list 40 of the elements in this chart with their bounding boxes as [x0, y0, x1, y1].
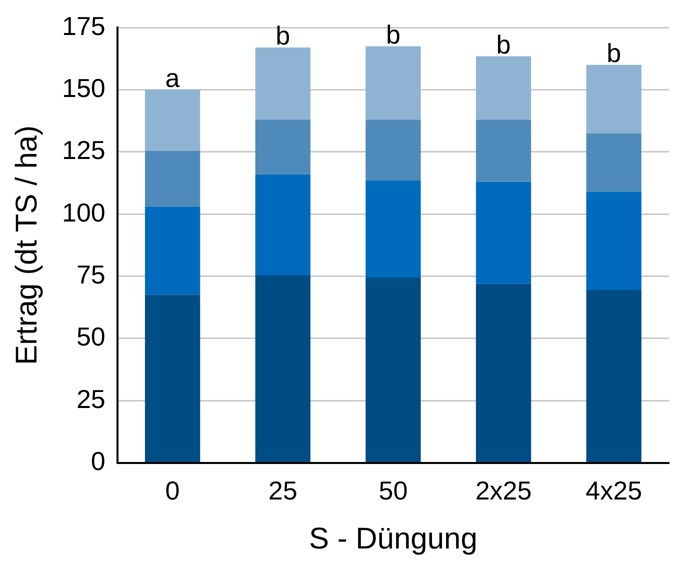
bar	[586, 133, 642, 192]
annotation: a	[165, 62, 180, 93]
y-tick-label: 75	[76, 259, 106, 290]
bar	[144, 206, 200, 295]
bar	[144, 90, 200, 151]
bar	[255, 120, 310, 174]
bar	[255, 47, 310, 120]
bar	[366, 46, 421, 120]
bar	[255, 174, 310, 276]
y-tick-label: 0	[90, 446, 106, 476]
x-tick-label: 25	[268, 476, 298, 506]
bar	[144, 294, 200, 462]
x-tick-label: 2x25	[475, 476, 532, 506]
x-tick-label: 50	[378, 476, 408, 506]
y-tick-label: 125	[62, 135, 106, 166]
bar	[586, 192, 642, 290]
bar	[476, 182, 532, 284]
annotation: b	[496, 29, 511, 60]
y-tick-label: 150	[62, 72, 106, 103]
y-tick-label: 100	[62, 197, 106, 228]
annotation: b	[606, 38, 622, 68]
bar	[366, 180, 421, 278]
y-tick-label: 50	[76, 322, 106, 352]
x-tick-label: 0	[165, 476, 180, 506]
bar	[586, 290, 642, 462]
bar	[144, 150, 200, 207]
bar	[366, 120, 421, 181]
bar	[476, 284, 532, 462]
y-tick-label: 25	[76, 384, 106, 414]
y-axis-title: Ertrag (dt TS / ha)	[10, 125, 44, 365]
bar	[586, 64, 642, 134]
bar	[366, 278, 421, 462]
bar	[255, 275, 310, 462]
x-axis-title: S - Düngung	[308, 522, 478, 556]
x-tick-label: 4x25	[586, 476, 642, 506]
bar	[476, 56, 532, 120]
annotation: b	[276, 20, 290, 51]
y-tick-label: 175	[62, 10, 106, 41]
bar	[476, 120, 532, 182]
annotation: b	[386, 19, 400, 50]
